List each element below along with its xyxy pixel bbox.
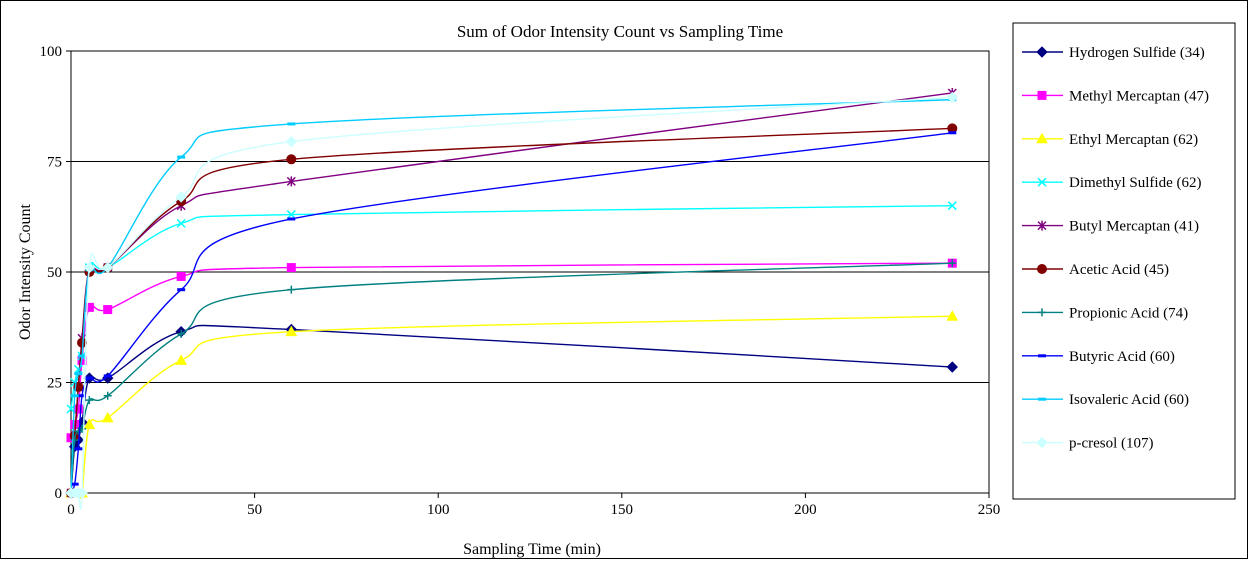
y-tick-label: 25 (47, 376, 62, 392)
legend-marker (1038, 354, 1046, 358)
data-point (177, 155, 186, 159)
data-point (285, 135, 298, 148)
legend-marker (1036, 132, 1048, 144)
legend-item: Hydrogen Sulfide (34) (1022, 45, 1205, 61)
data-point (70, 394, 79, 398)
data-point (286, 154, 297, 165)
series-line (70, 98, 953, 494)
data-point (76, 487, 88, 499)
data-point (948, 131, 957, 135)
data-point (287, 285, 296, 294)
data-point (287, 122, 296, 126)
x-tick-label: 100 (427, 502, 450, 518)
data-point (83, 261, 96, 274)
plot-area: 0 25 50 75 100 0 50 100 150 200 250 (40, 44, 1001, 518)
legend-item: Dimethyl Sulfide (62) (1022, 175, 1201, 191)
x-tick-label: 250 (978, 502, 1001, 518)
x-axis-label: Sampling Time (min) (463, 541, 601, 558)
legend-label: Butyl Mercaptan (41) (1069, 219, 1199, 235)
legend-box (1012, 22, 1236, 500)
x-tick-label: 150 (611, 502, 634, 518)
data-point (947, 201, 957, 211)
legend-label: Hydrogen Sulfide (34) (1069, 45, 1205, 61)
data-point (177, 288, 186, 292)
x-tick-label: 50 (247, 502, 262, 518)
legend-item: Ethyl Mercaptan (62) (1022, 132, 1198, 148)
data-point (74, 372, 83, 376)
data-point (946, 361, 958, 373)
x-tick-label: 0 (67, 502, 75, 518)
legend-label: Acetic Acid (45) (1069, 262, 1169, 278)
legend-marker (1038, 308, 1046, 317)
legend-label: Isovaleric Acid (60) (1069, 392, 1189, 408)
legend-marker (1036, 436, 1048, 449)
legend-item: Acetic Acid (45) (1022, 262, 1169, 278)
legend: Hydrogen Sulfide (34) Methyl Mercaptan (4… (1012, 22, 1236, 500)
data-point (176, 218, 186, 228)
data-point (286, 263, 296, 273)
legend-marker (1037, 90, 1047, 100)
legend-label: Butyric Acid (60) (1069, 349, 1175, 365)
data-point (70, 435, 79, 444)
legend-marker (1037, 220, 1047, 231)
legend-marker (1037, 264, 1047, 274)
data-point (286, 210, 296, 220)
legend-label: Propionic Acid (74) (1069, 305, 1188, 321)
series-line (70, 132, 953, 494)
legend-item: Propionic Acid (74) (1022, 305, 1188, 321)
y-tick-label: 0 (55, 486, 63, 502)
data-point (285, 325, 298, 337)
x-tick-label: 200 (794, 502, 817, 518)
legend-item: Butyl Mercaptan (41) (1022, 219, 1199, 235)
data-point (101, 411, 114, 423)
y-axis-label: Odor Intensity Count (17, 203, 34, 340)
legend-label: p-cresol (107) (1069, 436, 1154, 452)
data-point (102, 261, 114, 274)
data-point (74, 447, 83, 451)
y-tick-label: 100 (40, 44, 63, 60)
data-point (946, 91, 958, 104)
legend-marker (1038, 397, 1046, 401)
data-point (83, 418, 96, 429)
legend-item: Isovaleric Acid (60) (1022, 392, 1189, 408)
legend-item: p-cresol (107) (1022, 436, 1154, 452)
data-point (78, 394, 87, 398)
y-tick-label: 50 (47, 265, 62, 281)
data-point (85, 396, 94, 405)
data-point (103, 391, 112, 400)
data-point (70, 482, 79, 486)
legend-item: Methyl Mercaptan (47) (1022, 88, 1209, 104)
series-10 (65, 91, 958, 510)
data-point (176, 271, 186, 281)
chart-title: Sum of Odor Intensity Count vs Sampling … (457, 22, 783, 41)
data-point (946, 310, 959, 321)
legend-label: Methyl Mercaptan (47) (1069, 88, 1209, 104)
y-tick-label: 75 (47, 155, 62, 171)
legend-marker (1036, 46, 1048, 58)
data-point (78, 354, 87, 358)
data-point (948, 259, 957, 268)
legend-label: Ethyl Mercaptan (62) (1069, 132, 1198, 148)
data-point (177, 329, 186, 338)
data-point (103, 305, 113, 315)
data-point (103, 374, 112, 378)
legend-item: Butyric Acid (60) (1022, 349, 1175, 365)
legend-marker (1037, 177, 1047, 187)
legend-label: Dimethyl Sulfide (62) (1069, 175, 1201, 191)
series-7 (67, 259, 957, 497)
data-point (85, 376, 94, 380)
data-point (286, 176, 296, 187)
data-point (175, 354, 188, 365)
data-point (287, 217, 296, 221)
data-point (175, 191, 187, 203)
